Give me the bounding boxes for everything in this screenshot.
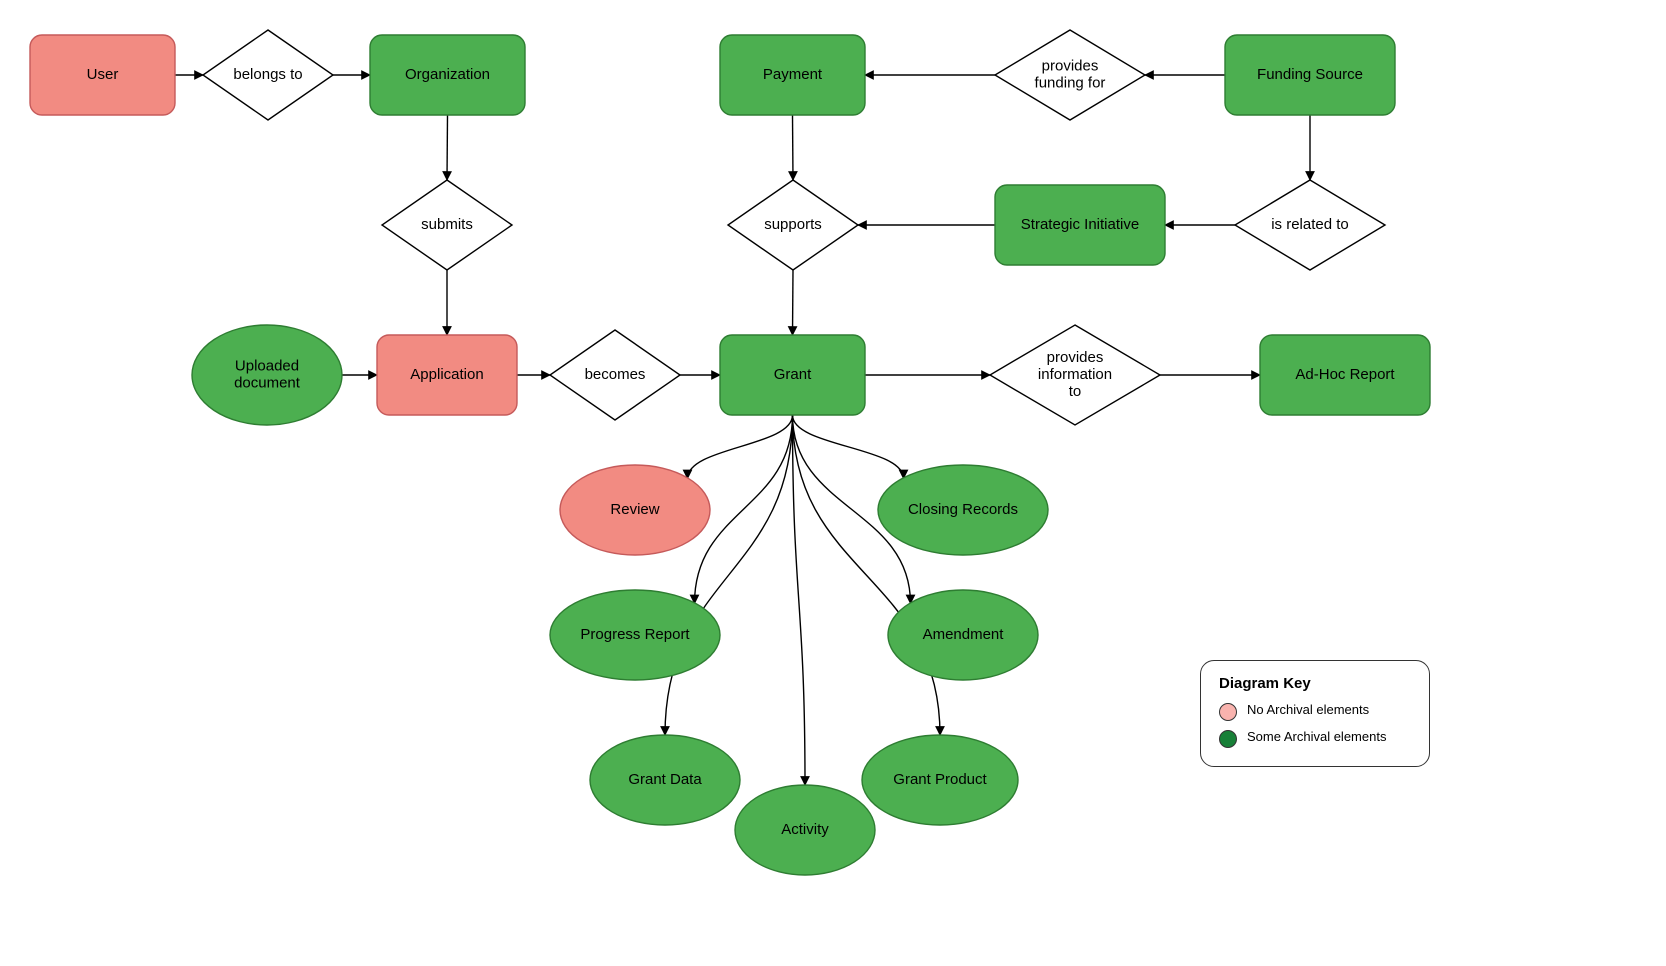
node-grantData: Grant Data xyxy=(590,735,740,825)
svg-text:Payment: Payment xyxy=(763,66,823,83)
node-grantProduct: Grant Product xyxy=(862,735,1018,825)
diagram-legend: Diagram Key No Archival elements Some Arc… xyxy=(1200,660,1430,767)
svg-text:Closing Records: Closing Records xyxy=(908,501,1018,518)
node-fundingFor: providesfunding for xyxy=(995,30,1145,120)
node-submits: submits xyxy=(382,180,512,270)
legend-item: No Archival elements xyxy=(1219,702,1411,721)
legend-text: Some Archival elements xyxy=(1247,729,1386,745)
edge-grant-grantProduct xyxy=(793,415,941,735)
legend-swatch xyxy=(1219,703,1237,721)
svg-text:Review: Review xyxy=(610,501,659,518)
node-closing: Closing Records xyxy=(878,465,1048,555)
edge-payment-supports xyxy=(793,115,794,180)
svg-text:belongs to: belongs to xyxy=(233,66,302,83)
svg-text:Strategic Initiative: Strategic Initiative xyxy=(1021,216,1139,233)
svg-text:Progress Report: Progress Report xyxy=(580,626,690,643)
node-organization: Organization xyxy=(370,35,525,115)
edge-grant-review xyxy=(688,415,793,479)
edge-supports-grant xyxy=(793,270,794,335)
node-review: Review xyxy=(560,465,710,555)
legend-title: Diagram Key xyxy=(1219,675,1411,692)
svg-text:is related to: is related to xyxy=(1271,216,1349,233)
legend-swatch xyxy=(1219,730,1237,748)
edge-grant-activity xyxy=(793,415,806,785)
node-application: Application xyxy=(377,335,517,415)
svg-text:Amendment: Amendment xyxy=(923,626,1005,643)
node-providesInfo: providesinformationto xyxy=(990,325,1160,425)
svg-text:document: document xyxy=(234,374,301,391)
node-belongsTo: belongs to xyxy=(203,30,333,120)
svg-text:Activity: Activity xyxy=(781,821,829,838)
svg-text:funding for: funding for xyxy=(1035,74,1106,91)
node-relatedTo: is related to xyxy=(1235,180,1385,270)
node-supports: supports xyxy=(728,180,858,270)
node-becomes: becomes xyxy=(550,330,680,420)
node-grant: Grant xyxy=(720,335,865,415)
svg-text:submits: submits xyxy=(421,216,473,233)
edges-layer xyxy=(175,75,1310,785)
legend-text: No Archival elements xyxy=(1247,702,1369,718)
node-progress: Progress Report xyxy=(550,590,720,680)
svg-text:Grant Product: Grant Product xyxy=(893,771,987,788)
svg-text:information: information xyxy=(1038,366,1112,383)
svg-text:Uploaded: Uploaded xyxy=(235,357,299,374)
svg-text:Ad-Hoc Report: Ad-Hoc Report xyxy=(1295,366,1395,383)
svg-text:Application: Application xyxy=(410,366,483,383)
svg-text:Funding Source: Funding Source xyxy=(1257,66,1363,83)
node-amendment: Amendment xyxy=(888,590,1038,680)
node-activity: Activity xyxy=(735,785,875,875)
svg-text:Grant Data: Grant Data xyxy=(628,771,702,788)
legend-item: Some Archival elements xyxy=(1219,729,1411,748)
svg-text:to: to xyxy=(1069,383,1082,400)
node-fundingSrc: Funding Source xyxy=(1225,35,1395,115)
node-adhoc: Ad-Hoc Report xyxy=(1260,335,1430,415)
node-uploadedDoc: Uploadeddocument xyxy=(192,325,342,425)
svg-text:Organization: Organization xyxy=(405,66,490,83)
svg-text:supports: supports xyxy=(764,216,822,233)
svg-text:User: User xyxy=(87,66,119,83)
svg-text:provides: provides xyxy=(1042,57,1099,74)
edge-grant-grantData xyxy=(665,415,793,735)
node-payment: Payment xyxy=(720,35,865,115)
edge-organization-submits xyxy=(447,115,448,180)
svg-text:Grant: Grant xyxy=(774,366,812,383)
svg-text:becomes: becomes xyxy=(585,366,646,383)
er-diagram: User belongs to Organization submits Uploade… xyxy=(0,0,1666,966)
svg-text:provides: provides xyxy=(1047,349,1104,366)
node-strategic: Strategic Initiative xyxy=(995,185,1165,265)
node-user: User xyxy=(30,35,175,115)
